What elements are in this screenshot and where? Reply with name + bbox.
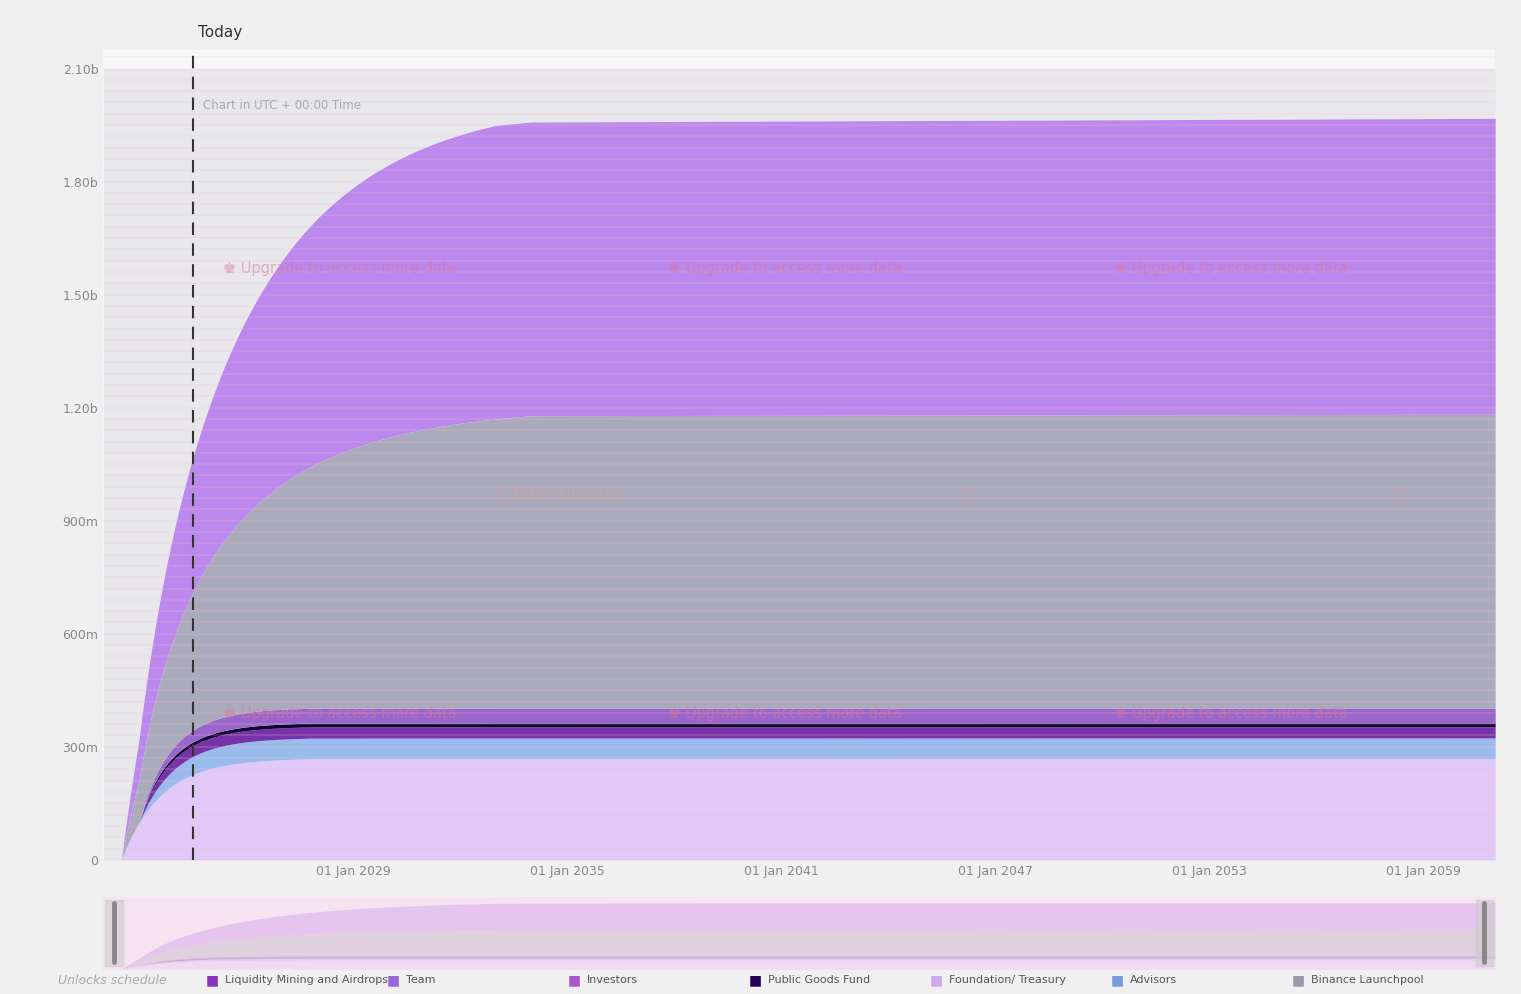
Text: ♚ Upgrade to access more data: ♚ Upgrade to access more data [1113, 261, 1348, 276]
Text: ■: ■ [567, 973, 581, 987]
Text: ■: ■ [748, 973, 762, 987]
Text: Today: Today [198, 25, 242, 41]
Text: 🔒 TokenUnlocks.: 🔒 TokenUnlocks. [496, 486, 630, 504]
Text: ■: ■ [1291, 973, 1305, 987]
Text: ■: ■ [929, 973, 943, 987]
Text: 🔒: 🔒 [961, 486, 972, 504]
Text: Foundation/ Treasury: Foundation/ Treasury [949, 975, 1066, 985]
Text: ■: ■ [1110, 973, 1124, 987]
Text: ♚ Upgrade to access more data: ♚ Upgrade to access more data [669, 261, 902, 276]
Text: ♚ Upgrade to access more data: ♚ Upgrade to access more data [224, 707, 456, 722]
Text: Liquidity Mining and Airdrops: Liquidity Mining and Airdrops [225, 975, 388, 985]
Text: ■: ■ [386, 973, 400, 987]
Text: Unlocks schedule: Unlocks schedule [58, 973, 166, 987]
Text: Team: Team [406, 975, 435, 985]
Text: Chart in UTC + 00:00 Time: Chart in UTC + 00:00 Time [204, 98, 362, 111]
Text: ♚ Upgrade to access more data: ♚ Upgrade to access more data [1113, 707, 1348, 722]
Text: ♚ Upgrade to access more data: ♚ Upgrade to access more data [224, 261, 456, 276]
Text: ♚ Upgrade to access more data: ♚ Upgrade to access more data [669, 707, 902, 722]
Text: Public Goods Fund: Public Goods Fund [768, 975, 870, 985]
Text: Investors: Investors [587, 975, 639, 985]
Text: ■: ■ [205, 973, 219, 987]
Text: Binance Launchpool: Binance Launchpool [1311, 975, 1424, 985]
Text: 🔒: 🔒 [1393, 486, 1402, 504]
Text: Advisors: Advisors [1130, 975, 1177, 985]
